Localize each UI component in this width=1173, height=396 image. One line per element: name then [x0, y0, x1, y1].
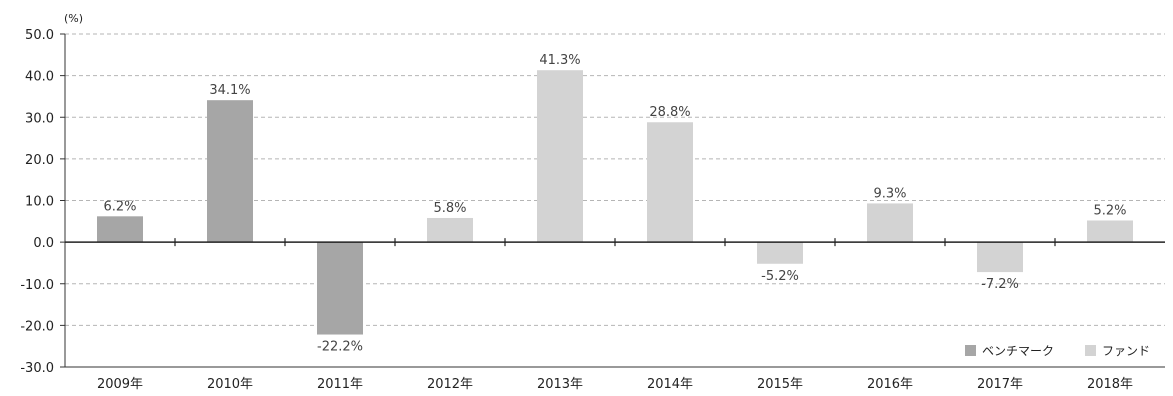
bar: [1087, 220, 1133, 243]
data-label: 41.3%: [539, 53, 580, 68]
bar: [317, 242, 363, 335]
x-tick-label: 2013年: [537, 377, 583, 392]
y-tick-label: 50.0: [25, 28, 54, 43]
data-label: 34.1%: [209, 83, 250, 98]
data-label: 6.2%: [103, 199, 136, 214]
data-label: -22.2%: [317, 340, 363, 355]
bar: [977, 242, 1023, 273]
y-tick-label: -10.0: [20, 278, 54, 293]
legend-swatch-benchmark: [965, 345, 976, 356]
x-tick-labels: 2009年 2010年 2011年 2012年 2013年 2014年 2015年 2016年…: [97, 377, 1133, 392]
y-tick-label: 30.0: [25, 111, 54, 126]
y-unit-label: (%): [64, 12, 83, 25]
x-tick-label: 2018年: [1087, 377, 1133, 392]
y-tick-label: -20.0: [20, 319, 54, 334]
data-label: 5.8%: [433, 201, 466, 216]
legend-label-benchmark: ベンチマーク: [982, 344, 1054, 358]
bar: [427, 217, 473, 243]
data-label: -5.2%: [761, 269, 799, 284]
data-label: 5.2%: [1093, 203, 1126, 218]
legend-label-fund: ファンド: [1102, 344, 1150, 358]
legend-swatch-fund: [1085, 345, 1096, 356]
bar: [647, 122, 693, 243]
bar: [207, 100, 253, 243]
y-tick-label: 40.0: [25, 70, 54, 85]
bar: [867, 203, 913, 243]
y-tick-label: 10.0: [25, 195, 54, 210]
data-labels: 6.2% 34.1% -22.2% 5.8% 41.3% 28.8% -5.2% 9.3% -7…: [103, 53, 1126, 354]
x-tick-label: 2010年: [207, 377, 253, 392]
y-tick-labels: 50.0 40.0 30.0 20.0 10.0 0.0 -10.0 -20.0 -30.0: [20, 28, 54, 376]
x-tick-label: 2015年: [757, 377, 803, 392]
y-tick-label: 0.0: [33, 236, 54, 251]
legend: ベンチマーク ファンド: [965, 344, 1150, 358]
data-label: 9.3%: [873, 186, 906, 201]
x-tick-label: 2016年: [867, 377, 913, 392]
x-tick-label: 2014年: [647, 377, 693, 392]
bar: [757, 242, 803, 264]
bar: [97, 216, 143, 243]
data-label: -7.2%: [981, 277, 1019, 292]
axes: [60, 33, 1165, 368]
x-tick-label: 2017年: [977, 377, 1023, 392]
x-tick-label: 2009年: [97, 377, 143, 392]
bars: [97, 70, 1133, 335]
y-tick-label: 20.0: [25, 153, 54, 168]
bar: [537, 70, 583, 243]
x-tick-label: 2012年: [427, 377, 473, 392]
x-tick-label: 2011年: [317, 377, 363, 392]
data-label: 28.8%: [649, 105, 690, 120]
y-tick-label: -30.0: [20, 361, 54, 376]
